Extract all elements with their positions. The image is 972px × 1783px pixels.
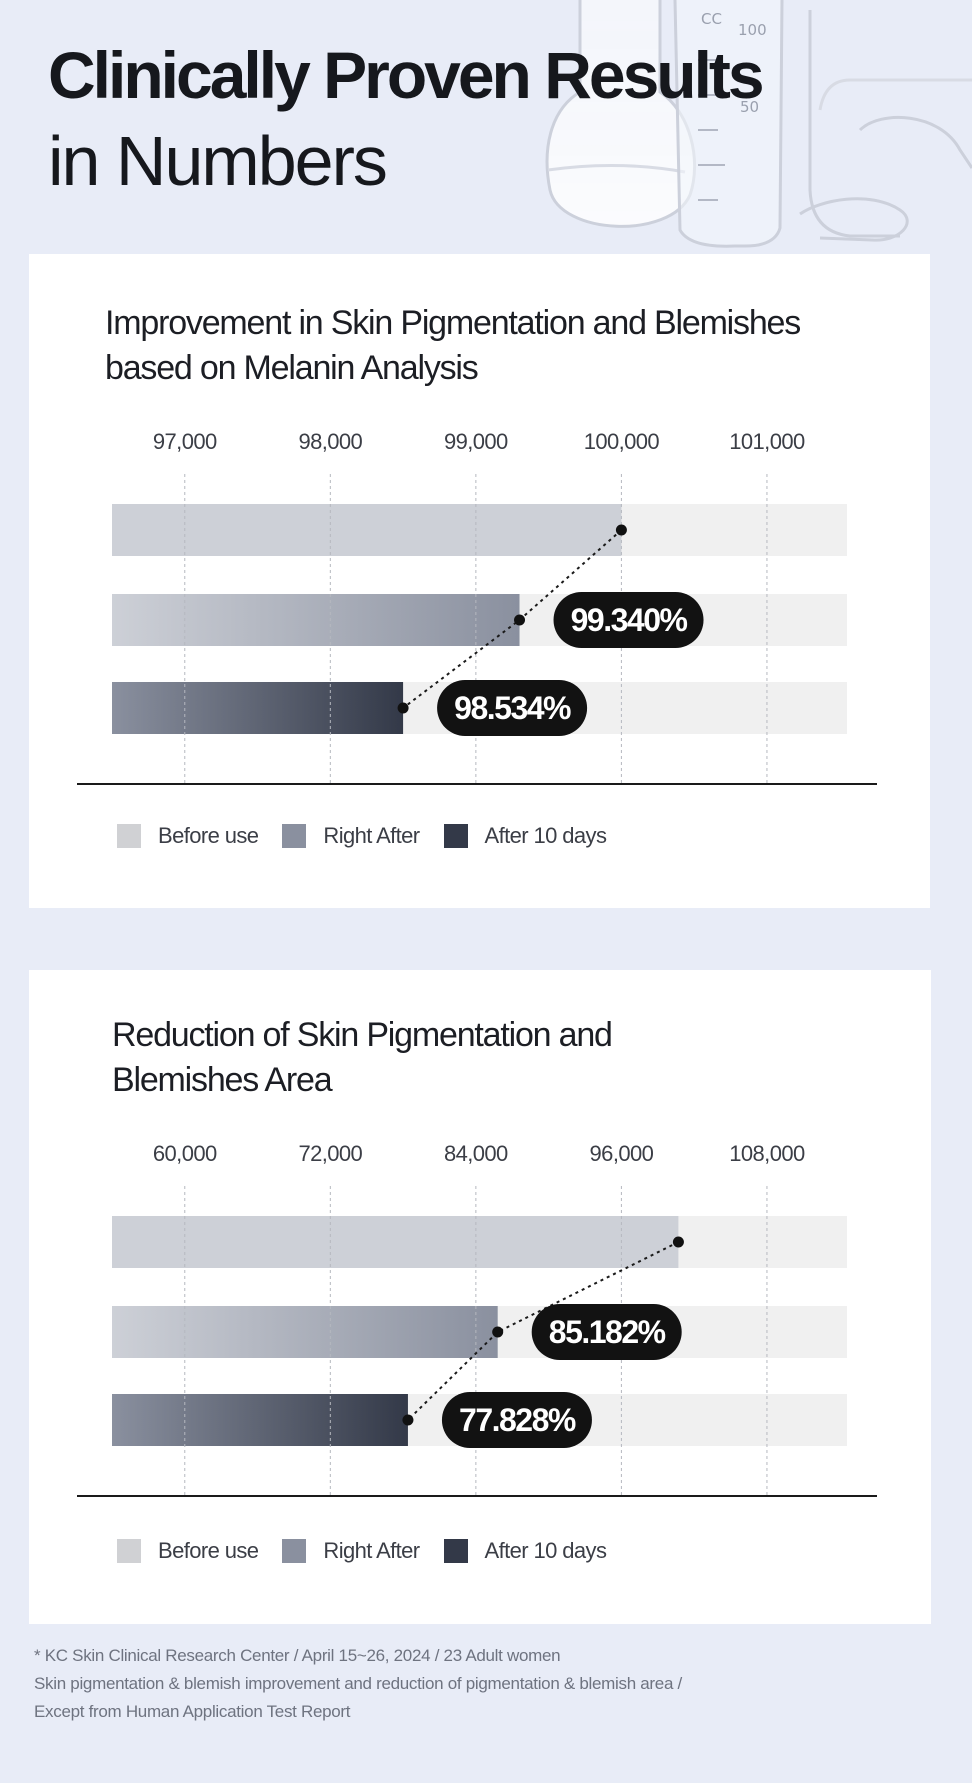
legend-label-right-after: Right After bbox=[323, 823, 420, 848]
bar-endpoint-before-use bbox=[672, 1236, 684, 1248]
legend-item-before-use: Before use bbox=[117, 1538, 259, 1564]
tick-label: 100,000 bbox=[584, 429, 660, 454]
legend-label-before-use: Before use bbox=[158, 1538, 259, 1563]
value-badge-after-10-days: 98.534% bbox=[437, 680, 588, 736]
bar-after-10-days bbox=[112, 682, 404, 734]
bar-endpoint-right-after bbox=[492, 1326, 504, 1338]
chart-1-plot: 97,000 98,000 99,000 100,000 101,000 99.340% 9… bbox=[77, 429, 877, 785]
chart-1-title: Improvement in Skin Pigmentation and Ble… bbox=[105, 301, 801, 391]
legend-label-before-use: Before use bbox=[158, 823, 259, 848]
bar-right-after bbox=[112, 594, 520, 646]
chart-1-legend: Before use Right After After 10 days bbox=[117, 823, 630, 849]
tick-label: 72,000 bbox=[298, 1141, 362, 1166]
legend-item-right-after: Right After bbox=[282, 823, 420, 849]
legend-swatch-after-10-days bbox=[443, 824, 468, 848]
footnote: * KC Skin Clinical Research Center / Apr… bbox=[34, 1642, 682, 1726]
legend-label-right-after: Right After bbox=[323, 1538, 420, 1563]
footnote-line-3: Except from Human Application Test Repor… bbox=[34, 1702, 351, 1721]
footnote-line-2: Skin pigmentation & blemish improvement … bbox=[34, 1674, 682, 1693]
bar-endpoint-right-after bbox=[514, 614, 526, 626]
value-badge-bg bbox=[553, 592, 704, 648]
value-badge-right-after: 85.182% bbox=[531, 1304, 682, 1360]
chart-1-title-line-2: based on Melanin Analysis bbox=[105, 349, 479, 387]
legend-item-before-use: Before use bbox=[117, 823, 259, 849]
chart-2-title-line-2: Blemishes Area bbox=[112, 1061, 333, 1099]
legend-swatch-before-use bbox=[117, 824, 141, 848]
legend-item-right-after: Right After bbox=[282, 1538, 420, 1564]
pigmentation-area-card: Reduction of Skin Pigmentation and Blemi… bbox=[29, 970, 931, 1624]
legend-item-after-10-days: After 10 days bbox=[443, 1538, 607, 1564]
page-title-line-2: in Numbers bbox=[48, 121, 388, 200]
tick-label: 96,000 bbox=[590, 1141, 654, 1166]
bar-before-use bbox=[112, 504, 622, 556]
value-badge-bg bbox=[437, 680, 588, 736]
tick-label: 60,000 bbox=[153, 1141, 217, 1166]
tick-label: 97,000 bbox=[153, 429, 217, 454]
legend-label-after-10-days: After 10 days bbox=[484, 1538, 607, 1563]
tick-label: 99,000 bbox=[444, 429, 508, 454]
lab-glassware-illustration: CC 100 50 bbox=[545, 0, 972, 248]
value-badge-label: 77.828% bbox=[459, 1402, 576, 1438]
melanin-analysis-card: Improvement in Skin Pigmentation and Ble… bbox=[29, 254, 930, 908]
legend-item-after-10-days: After 10 days bbox=[443, 823, 607, 849]
bar-endpoint-before-use bbox=[615, 524, 627, 536]
chart-2-legend: Before use Right After After 10 days bbox=[117, 1538, 630, 1564]
bar-before-use bbox=[112, 1216, 679, 1268]
chart-2-plot: 60,000 72,000 84,000 96,000 108,000 85.182% 77… bbox=[77, 1141, 877, 1497]
value-badge-bg bbox=[531, 1304, 682, 1360]
tick-label: 98,000 bbox=[298, 429, 362, 454]
legend-swatch-right-after bbox=[282, 824, 307, 848]
beaker-mark-100: 100 bbox=[738, 21, 767, 39]
value-badge-label: 85.182% bbox=[549, 1314, 666, 1350]
bar-after-10-days bbox=[112, 1394, 408, 1446]
value-badge-label: 98.534% bbox=[454, 690, 571, 726]
chart-2-title: Reduction of Skin Pigmentation and Blemi… bbox=[112, 1013, 613, 1103]
tick-label: 101,000 bbox=[729, 429, 805, 454]
tick-label: 108,000 bbox=[729, 1141, 805, 1166]
value-badge-after-10-days: 77.828% bbox=[441, 1392, 592, 1448]
value-badge-label: 99.340% bbox=[571, 602, 688, 638]
page-title-line-1: Clinically Proven Results bbox=[48, 38, 765, 112]
value-badge-right-after: 99.340% bbox=[553, 592, 704, 648]
page-title: Clinically Proven Results in Numbers bbox=[48, 34, 765, 203]
chart-1-title-line-1: Improvement in Skin Pigmentation and Ble… bbox=[105, 304, 801, 342]
beaker-mark-cc: CC bbox=[701, 10, 722, 28]
legend-swatch-after-10-days bbox=[443, 1539, 468, 1563]
legend-swatch-before-use bbox=[117, 1539, 141, 1563]
value-badge-bg bbox=[441, 1392, 592, 1448]
tick-label: 84,000 bbox=[444, 1141, 508, 1166]
bar-endpoint-after-10-days bbox=[397, 702, 409, 714]
bar-endpoint-after-10-days bbox=[402, 1414, 414, 1426]
beaker-mark-50: 50 bbox=[740, 98, 759, 116]
chart-2-title-line-1: Reduction of Skin Pigmentation and bbox=[112, 1016, 613, 1054]
legend-swatch-right-after bbox=[282, 1539, 307, 1563]
footnote-line-1: * KC Skin Clinical Research Center / Apr… bbox=[34, 1646, 561, 1665]
bar-right-after bbox=[112, 1306, 498, 1358]
legend-label-after-10-days: After 10 days bbox=[484, 823, 607, 848]
